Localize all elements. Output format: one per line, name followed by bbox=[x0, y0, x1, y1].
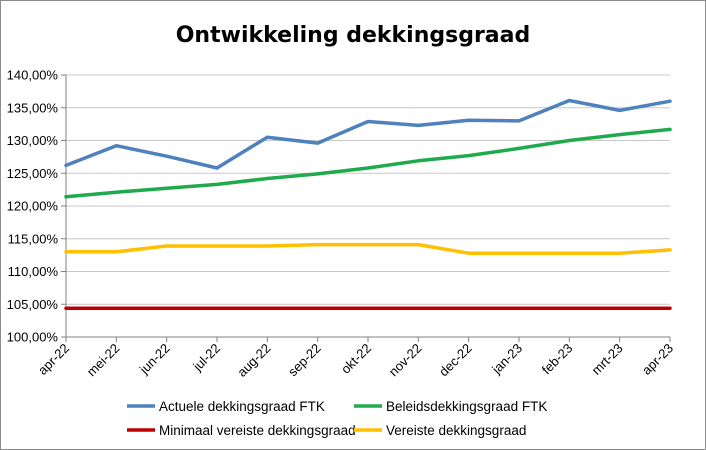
series-line-1 bbox=[64, 127, 672, 199]
x-tick-label: feb-23 bbox=[539, 341, 576, 378]
legend: Actuele dekkingsgraad FTK Beleidsdekkings… bbox=[127, 399, 547, 438]
y-tick-label: 125,00% bbox=[7, 166, 59, 181]
y-tick-label: 100,00% bbox=[7, 330, 59, 345]
x-tick-label: apr-23 bbox=[639, 341, 676, 378]
legend-label: Beleidsdekkingsgraad FTK bbox=[386, 399, 547, 414]
y-tick-label: 120,00% bbox=[7, 199, 59, 214]
x-tick-label: apr-22 bbox=[35, 341, 72, 378]
x-tick-label: sep-22 bbox=[285, 341, 324, 380]
series-line-0 bbox=[64, 98, 672, 170]
x-tick-label: jan-23 bbox=[488, 341, 525, 378]
x-axis: apr-22 mei-22 jun-22 jul-22 aug-22 sep-22 okt-… bbox=[35, 336, 676, 380]
y-axis: 100,00% 105,00% 110,00% 115,00% 120,00% 125,0… bbox=[7, 68, 67, 345]
x-tick-label: mei-22 bbox=[84, 341, 123, 380]
x-tick-label: mrt-23 bbox=[589, 341, 626, 378]
chart-title: Ontwikkeling dekkingsgraad bbox=[176, 23, 531, 48]
y-tick-label: 105,00% bbox=[7, 297, 59, 312]
legend-label: Actuele dekkingsgraad FTK bbox=[159, 399, 325, 414]
x-tick-label: dec-22 bbox=[436, 341, 475, 380]
y-tick-label: 115,00% bbox=[8, 231, 59, 246]
x-tick-label: aug-22 bbox=[234, 341, 273, 380]
y-tick-label: 130,00% bbox=[7, 133, 59, 148]
x-tick-label: okt-22 bbox=[338, 341, 374, 377]
x-tick-label: jun-22 bbox=[136, 341, 173, 378]
gridlines bbox=[66, 74, 670, 338]
legend-label: Vereiste dekkingsgraad bbox=[386, 423, 526, 438]
x-tick-label: jul-22 bbox=[189, 341, 223, 375]
legend-label: Minimaal vereiste dekkingsgraad bbox=[159, 423, 356, 438]
series-line-3 bbox=[64, 242, 672, 255]
y-tick-label: 140,00% bbox=[7, 68, 59, 83]
series-lines bbox=[64, 98, 672, 310]
y-tick-label: 110,00% bbox=[8, 264, 59, 279]
y-tick-label: 135,00% bbox=[7, 100, 59, 115]
x-tick-label: nov-22 bbox=[386, 341, 425, 380]
